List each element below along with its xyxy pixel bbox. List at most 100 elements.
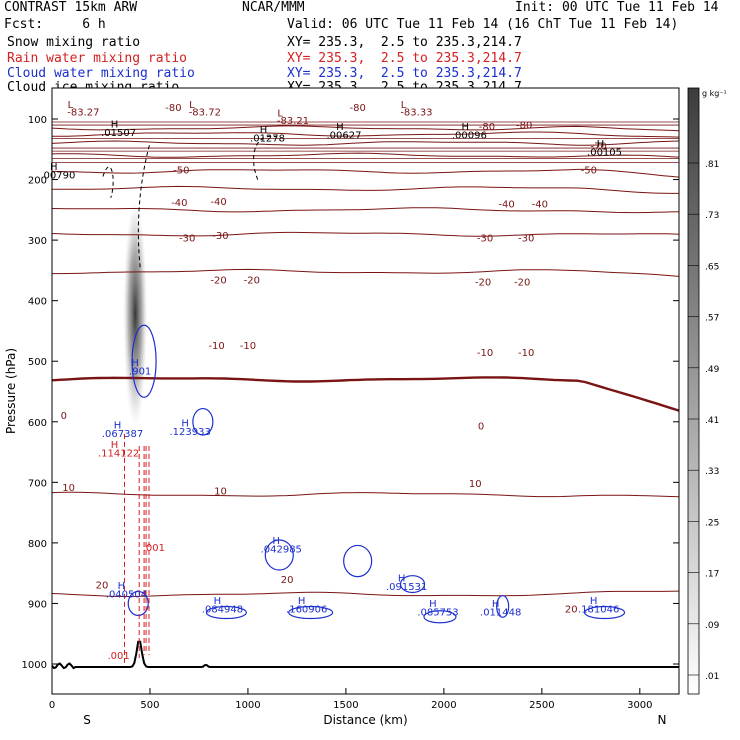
x-tick-label: 2500 [529, 700, 554, 711]
colorbar-label: .09 [705, 621, 720, 631]
colorbar [687, 87, 700, 695]
snow-contour [102, 166, 114, 198]
plot-frame [51, 87, 680, 695]
cloud-water-contour [127, 590, 149, 617]
cloud-water-max-value: .091531 [386, 582, 427, 593]
temp-min-marker: L [189, 100, 195, 111]
cloud-water-max-value: .011448 [480, 608, 521, 619]
snow-max-marker: H [260, 125, 268, 136]
isotherm-line [52, 207, 679, 214]
isotherm-label: -40 [171, 198, 187, 209]
legend-snow-xy: XY= 235.3, 2.5 to 235.3,214.7 [287, 35, 522, 50]
cloud-water-max-value: .042985 [261, 545, 302, 556]
isotherm-label: -20 [475, 278, 491, 289]
isotherm-label: -80 [479, 122, 495, 133]
cloud-water-contour [131, 324, 157, 398]
isotherm-label: 10 [469, 479, 482, 490]
y-tick-label: 200 [28, 176, 47, 187]
temp-min-marker: L [277, 109, 283, 120]
rain-value: .001 [143, 543, 165, 554]
isotherm-label: -80 [165, 103, 181, 114]
isotherm-label: -40 [210, 197, 226, 208]
y-tick-label: 800 [28, 539, 47, 550]
cloud-water-max-marker: H [398, 574, 406, 585]
colorbar-label: .17 [705, 570, 719, 580]
isotherm-label: -20 [514, 278, 530, 289]
x-tick-label: 1000 [235, 700, 260, 711]
snow-max-value: .00627 [326, 130, 361, 141]
endpoint-left-label: S [83, 713, 91, 727]
cloud-water-max-marker: H [429, 599, 437, 610]
cloud-water-contour [583, 605, 626, 620]
cloud-water-contour [192, 407, 214, 436]
isotherm-label: -50 [173, 166, 189, 177]
cloud-water-max-marker: H [492, 599, 500, 610]
snow-max-marker: H [462, 122, 470, 133]
isotherm-label: 20 [281, 575, 294, 586]
cloud-water-max-marker: H [272, 536, 280, 547]
init-time: Init: 00 UTC Tue 11 Feb 14 [515, 0, 719, 15]
isotherm-label: 20 [565, 605, 578, 616]
cloud-water-max-marker: H [181, 419, 189, 430]
cloud-water-max-value: .901 [129, 367, 151, 378]
colorbar-unit: g kg⁻¹ [702, 89, 727, 98]
y-axis-title: Pressure (hPa) [4, 348, 18, 434]
cloud-water-max-marker: H [114, 420, 122, 431]
isotherm-line [52, 268, 679, 277]
cloud-water-max-marker: H [118, 581, 126, 592]
isotherm-line [52, 376, 679, 412]
isotherm-label: -10 [477, 348, 493, 359]
colorbar-label: .49 [705, 365, 720, 375]
y-tick-label: 1000 [22, 660, 47, 671]
x-tick-label: 2000 [431, 700, 456, 711]
cloud-water-contour [423, 610, 457, 624]
isotherm-label: 10 [214, 486, 227, 497]
cloud-water-max-value: .123933 [169, 427, 210, 438]
temp-min-value: -83.72 [189, 107, 221, 118]
isotherm-label: 10 [62, 483, 75, 494]
colorbar-label: .81 [705, 160, 719, 170]
isotherm-label: -10 [240, 341, 256, 352]
plot-area [52, 88, 679, 694]
snow-max-marker: H [111, 119, 119, 130]
isotherm-label: -30 [179, 233, 195, 244]
cloud-water-contour [343, 544, 373, 578]
colorbar-label: .01 [705, 672, 719, 682]
x-tick-label: 1500 [333, 700, 358, 711]
snow-max-marker: H [597, 139, 605, 150]
snow-max-value: .00105 [587, 147, 622, 158]
isotherm-line [52, 131, 679, 138]
y-tick-label: 600 [28, 418, 47, 429]
cloud-water-max-marker: H [590, 596, 598, 607]
y-tick-label: 500 [28, 357, 47, 368]
isotherm-line [52, 231, 679, 237]
colorbar-label: .65 [705, 262, 719, 272]
model-title: CONTRAST 15km ARW [4, 0, 138, 15]
isotherm-label: 0 [61, 411, 67, 422]
isotherm-label: -20 [210, 276, 226, 287]
cloud-water-max-marker: H [214, 596, 222, 607]
y-tick-label: 400 [28, 297, 47, 308]
isotherm-label: -40 [498, 199, 514, 210]
valid-time: Valid: 06 UTC Tue 11 Feb 14 (16 ChT Tue … [287, 17, 679, 32]
legend-cloud-water-xy: XY= 235.3, 2.5 to 235.3,214.7 [287, 66, 522, 81]
colorbar-label: .25 [705, 518, 719, 528]
cloud-water-max-value: .084948 [202, 605, 243, 616]
snow-max-value: .01507 [101, 128, 136, 139]
isotherm-label: -40 [532, 199, 548, 210]
x-axis-title: Distance (km) [323, 713, 407, 727]
cloud-water-contour [496, 595, 510, 618]
isotherm-label: -30 [518, 233, 534, 244]
colorbar-label: .41 [705, 416, 719, 426]
isotherm-line [52, 491, 679, 498]
rain-value: .114122 [98, 448, 139, 459]
center-name: NCAR/MMM [242, 0, 305, 15]
isotherm-label: -20 [244, 276, 260, 287]
colorbar-label: .33 [705, 467, 719, 477]
rain-value: .001 [107, 651, 129, 662]
isotherm-line [52, 125, 679, 132]
cloud-water-contour [264, 539, 294, 571]
snow-max-marker: H [336, 122, 344, 133]
snow-max-shading [123, 201, 148, 427]
